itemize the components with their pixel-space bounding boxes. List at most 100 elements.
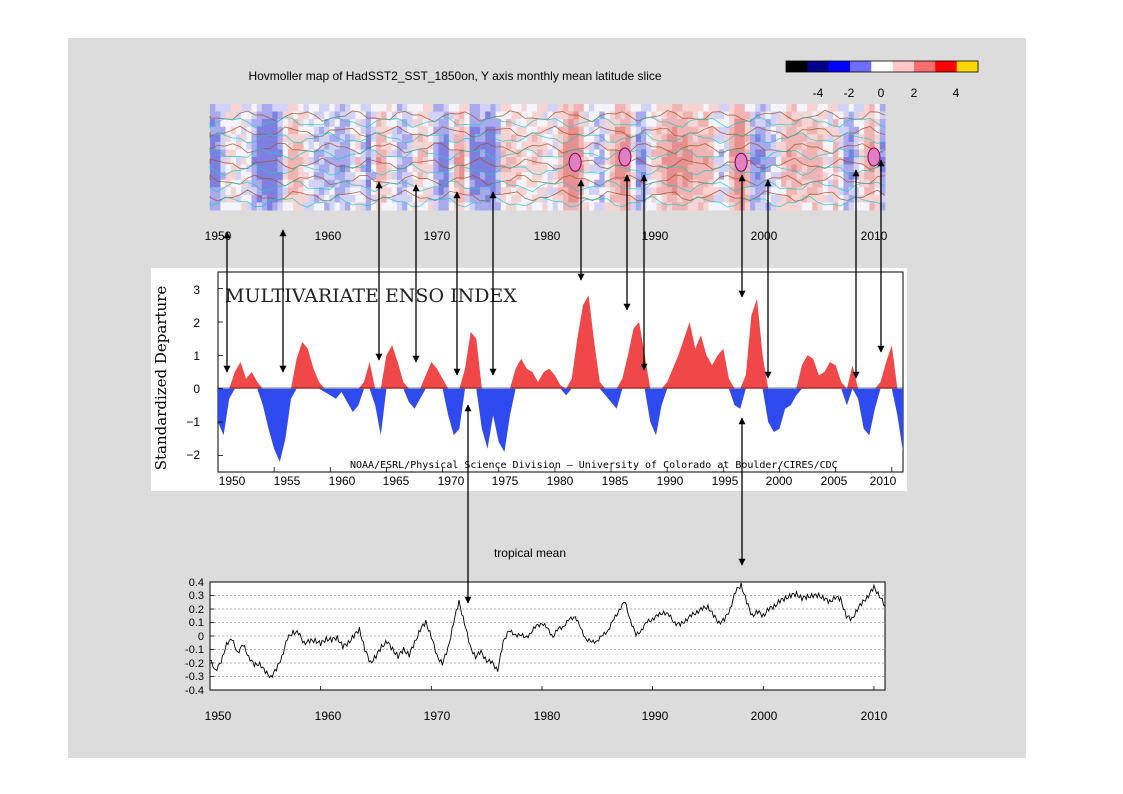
hovmoller-cell xyxy=(350,187,356,196)
hovmoller-cell xyxy=(843,149,850,158)
hovmoller-cell xyxy=(511,202,517,211)
hovmoller-cell xyxy=(506,164,512,173)
hovmoller-cell xyxy=(474,164,481,173)
hovmoller-cell xyxy=(422,141,429,150)
hovmoller-cell xyxy=(791,126,798,135)
hovmoller-cell xyxy=(474,149,481,158)
hovmoller-cell xyxy=(724,141,730,150)
hovmoller-cell xyxy=(833,179,839,188)
hovmoller-cell xyxy=(641,164,647,173)
hovmoller-cell xyxy=(750,202,756,211)
hovmoller-cell xyxy=(480,164,486,173)
hovmoller-cell xyxy=(864,172,870,181)
hovmoller-cell xyxy=(412,111,419,120)
hovmoller-cell xyxy=(687,164,694,173)
hovmoller-cell xyxy=(485,119,491,128)
hovmoller-cell xyxy=(215,126,221,135)
hovmoller-cell xyxy=(807,104,813,113)
hovmoller-cell xyxy=(360,119,367,128)
hovmoller-cell xyxy=(874,194,881,203)
hovmoller-cell xyxy=(267,187,273,196)
hovmoller-cell xyxy=(666,157,673,166)
hovmoller-cell xyxy=(609,104,616,113)
tropical-y-tick: 0.4 xyxy=(189,577,204,589)
tropical-gridlines xyxy=(209,581,885,691)
hovmoller-cell xyxy=(396,157,403,166)
hovmoller-cell xyxy=(765,119,772,128)
hovmoller-cell xyxy=(454,172,460,181)
hovmoller-cell xyxy=(386,157,393,166)
hovmoller-cell xyxy=(827,141,834,150)
hovmoller-cell xyxy=(225,179,232,188)
hovmoller-cell xyxy=(422,202,429,211)
hovmoller-cell xyxy=(459,194,465,203)
hovmoller-cell xyxy=(329,126,336,135)
hovmoller-cell xyxy=(879,141,886,150)
hovmoller-cell xyxy=(282,202,289,211)
hovmoller-cell xyxy=(360,187,367,196)
hovmoller-title: Hovmoller map of HadSST2_SST_1850on, Y a… xyxy=(248,69,661,83)
hovmoller-cell xyxy=(563,104,569,113)
hovmoller-cell xyxy=(386,179,393,188)
hovmoller-cell xyxy=(718,119,725,128)
hovmoller-cell xyxy=(687,202,694,211)
hovmoller-cell xyxy=(282,149,289,158)
hovmoller-cell xyxy=(526,126,533,135)
hovmoller-cell xyxy=(443,119,450,128)
hovmoller-cell xyxy=(682,187,689,196)
hovmoller-cell xyxy=(776,179,782,188)
hovmoller-cell xyxy=(770,134,777,143)
hovmoller-cell xyxy=(459,157,465,166)
hovmoller-cell xyxy=(480,149,486,158)
hovmoller-cell xyxy=(469,119,476,128)
hovmoller-cell xyxy=(506,172,512,181)
hovmoller-cell xyxy=(661,126,668,135)
hovmoller-cell xyxy=(417,157,424,166)
hovmoller-cell xyxy=(438,172,445,181)
hovmoller-cell xyxy=(770,202,777,211)
enso-y-tick: 3 xyxy=(193,283,200,297)
enso-x-tick: 2010 xyxy=(870,474,897,488)
hovmoller-cell xyxy=(734,172,741,181)
hovmoller-cell xyxy=(672,104,678,113)
hovmoller-panel: Hovmoller map of HadSST2_SST_1850on, Y a… xyxy=(205,60,979,243)
hovmoller-cell xyxy=(246,126,252,135)
hovmoller-cell xyxy=(308,119,315,128)
hovmoller-cell xyxy=(526,141,533,150)
hovmoller-cell xyxy=(303,141,310,150)
hovmoller-cell xyxy=(796,119,803,128)
hovmoller-cell xyxy=(599,126,606,135)
hovmoller-cell xyxy=(277,104,284,113)
hovmoller-cell xyxy=(308,104,315,113)
hovmoller-cell xyxy=(869,194,876,203)
hovmoller-cell xyxy=(526,187,533,196)
hovmoller-cell xyxy=(303,172,310,181)
hovmoller-cell xyxy=(381,111,387,120)
hovmoller-cell xyxy=(848,149,855,158)
hovmoller-cell xyxy=(220,202,227,211)
hovmoller-cell xyxy=(635,141,642,150)
hovmoller-cell xyxy=(433,126,439,135)
hovmoller-cell xyxy=(448,172,455,181)
hovmoller-cell xyxy=(859,164,865,173)
hovmoller-cell xyxy=(511,126,517,135)
hovmoller-cell xyxy=(739,141,746,150)
hovmoller-cell xyxy=(350,141,356,150)
hovmoller-cell xyxy=(391,126,398,135)
hovmoller-cell xyxy=(246,202,252,211)
hovmoller-cell xyxy=(516,157,522,166)
hovmoller-cell xyxy=(490,149,497,158)
hovmoller-cell xyxy=(578,141,585,150)
hovmoller-cell xyxy=(817,111,824,120)
hovmoller-cell xyxy=(261,134,268,143)
hovmoller-cell xyxy=(417,149,424,158)
hovmoller-cell xyxy=(755,187,761,196)
hovmoller-cell xyxy=(360,141,367,150)
hovmoller-cell xyxy=(345,187,351,196)
hovmoller-cell xyxy=(739,119,746,128)
hovmoller-cell xyxy=(739,104,746,113)
hovmoller-cell xyxy=(417,119,424,128)
hovmoller-cell xyxy=(464,194,471,203)
hovmoller-cell xyxy=(630,194,637,203)
hovmoller-cell xyxy=(609,141,616,150)
